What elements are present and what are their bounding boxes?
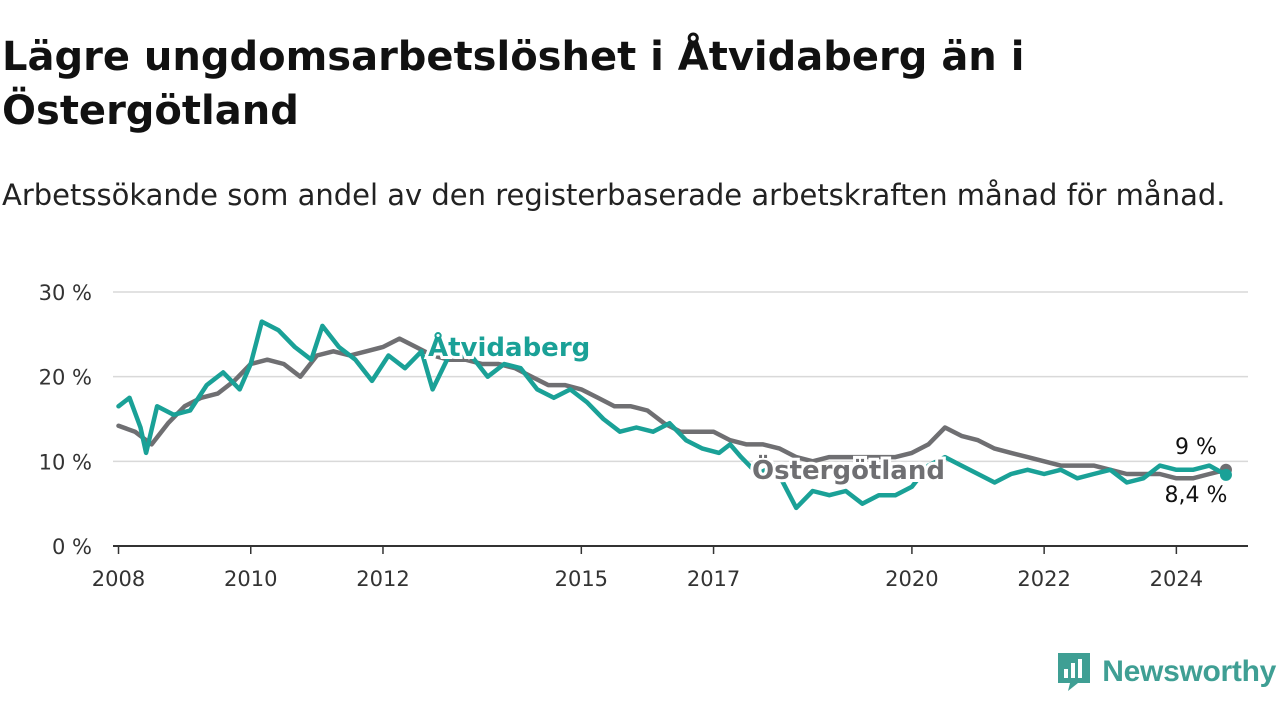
end-label-ostergotland: 9 % <box>1175 435 1217 460</box>
x-tick-label: 2020 <box>885 567 938 591</box>
series-label-atvidaberg: Åtvidaberg <box>428 331 590 363</box>
x-axis: 2008 2010 2012 2015 2017 2020 2022 2024 <box>92 545 1248 591</box>
y-tick-label: 20 % <box>39 366 92 390</box>
y-axis: 0 % 10 % 20 % 30 % <box>39 281 92 559</box>
x-tick-label: 2008 <box>92 567 145 591</box>
x-tick-label: 2010 <box>224 567 277 591</box>
series-label-ostergotland: Östergötland <box>752 453 945 486</box>
chart-title: Lägre ungdomsarbetslöshet i Åtvidaberg ä… <box>2 34 1025 134</box>
x-tick-label: 2012 <box>356 567 409 591</box>
chart-subtitle: Arbetssökande som andel av den registerb… <box>2 178 1226 212</box>
x-tick-label: 2017 <box>687 567 740 591</box>
line-chart: 0 % 10 % 20 % 30 % 2008 2010 2012 2015 2017 2020… <box>39 281 1248 591</box>
x-tick-label: 2015 <box>555 567 608 591</box>
brand-name: Newsworthy <box>1102 655 1276 688</box>
series-labels: Åtvidaberg Östergötland 9 % 8,4 % <box>425 328 1228 508</box>
series-end-marker <box>1219 468 1232 481</box>
series-line <box>116 336 1229 481</box>
series-lines <box>116 319 1232 511</box>
newsworthy-brand: Newsworthy <box>1056 650 1276 694</box>
y-tick-label: 0 % <box>52 535 92 559</box>
x-tick-label: 2024 <box>1150 567 1203 591</box>
x-tick-label: 2022 <box>1017 567 1070 591</box>
series-line <box>116 319 1229 511</box>
end-label-atvidaberg: 8,4 % <box>1165 483 1228 508</box>
y-tick-label: 10 % <box>39 450 92 474</box>
newsworthy-logo-icon <box>1058 653 1091 691</box>
y-tick-label: 30 % <box>39 281 92 305</box>
